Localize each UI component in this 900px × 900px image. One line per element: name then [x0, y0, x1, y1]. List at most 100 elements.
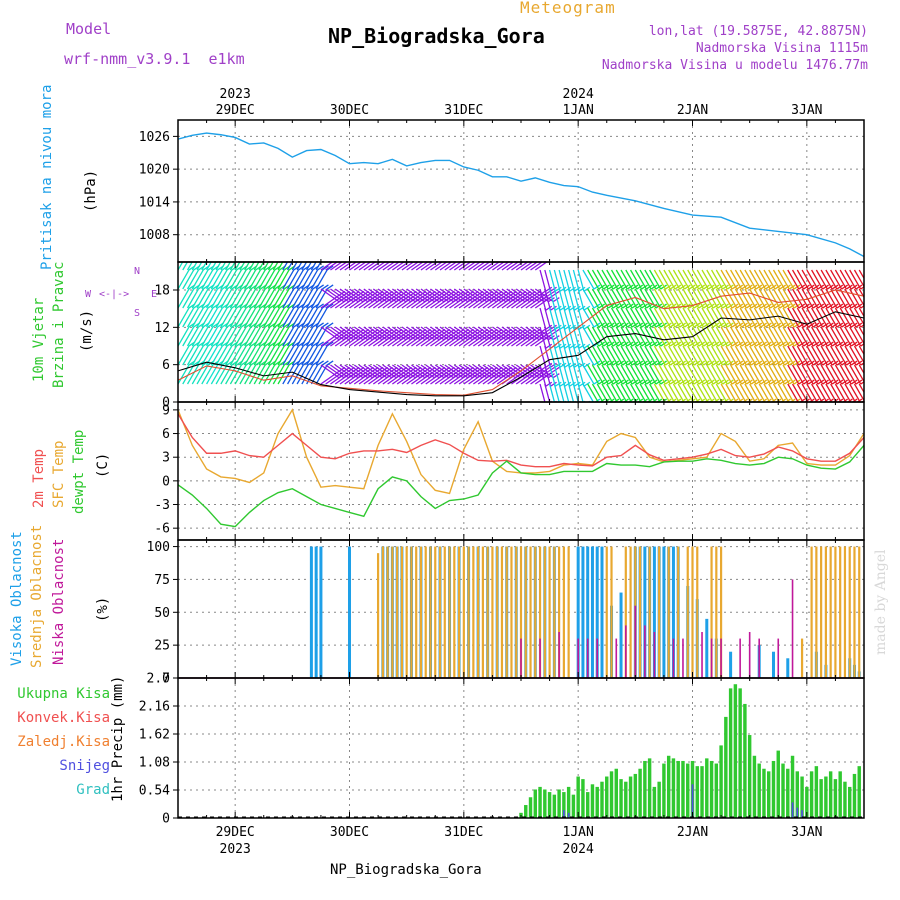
wind-barb [548, 364, 556, 387]
wind-barb [587, 345, 600, 366]
wind-barb [825, 307, 838, 328]
wind-barb [306, 307, 319, 328]
wind-barb [677, 326, 690, 347]
wind-barb [258, 262, 265, 271]
wind-barb [315, 307, 328, 328]
wind-barb [658, 269, 671, 290]
wind-barb [849, 383, 861, 402]
cloud-bar-1 [543, 546, 546, 678]
precip-bar [590, 784, 595, 818]
wind-barb [606, 345, 619, 366]
wind-barb [406, 262, 420, 271]
wind-barb [244, 364, 257, 385]
wind-barb [834, 326, 847, 347]
wind-barb [425, 288, 445, 303]
wind-barb [649, 307, 662, 328]
cloud-bar-1 [562, 546, 565, 678]
snow-bar [796, 807, 799, 818]
wind-barb [706, 383, 718, 402]
wind-barb [501, 288, 521, 303]
wind-barb [472, 364, 492, 379]
cloud-bar-1 [381, 546, 384, 678]
bottom-day-label: 31DEC [444, 825, 483, 840]
cloud-bar-1 [843, 546, 847, 678]
wind-barb [672, 269, 686, 290]
wind-barb [811, 326, 824, 347]
ytick-label: 25 [154, 639, 170, 654]
wind-barb [387, 288, 407, 303]
wind-barb [258, 307, 271, 328]
wind-barb [282, 262, 289, 271]
wind-barb [644, 345, 657, 366]
wind-barb [820, 345, 833, 366]
wind-barb [801, 326, 814, 347]
wind-barb-flag [548, 328, 555, 334]
cloud-bar-0 [771, 651, 775, 678]
wind-barb-flag [317, 284, 324, 290]
wind-barb [453, 288, 473, 303]
wind-barb [239, 326, 252, 347]
wind-barb [811, 269, 824, 290]
wind-barb [777, 269, 790, 290]
wind-barb [439, 364, 459, 379]
wind-barb [496, 326, 516, 341]
cloud-bar-1 [824, 546, 827, 678]
wind-barb [392, 294, 411, 309]
wind-barb [558, 364, 566, 387]
wind-barb [553, 307, 561, 330]
wind-barb [530, 288, 549, 303]
bottom-year-label: 2023 [220, 842, 251, 857]
wind-barb [849, 269, 862, 290]
precip-bar [614, 768, 618, 818]
wind-barb [591, 364, 605, 385]
meteogram-label: Meteogram [520, 0, 616, 17]
wind-barb [830, 307, 843, 328]
wind-barb [458, 288, 478, 303]
wind-barb [801, 383, 814, 402]
wind-barb [849, 326, 862, 347]
cloud-bar-0 [581, 546, 585, 678]
wind-barb-flag [564, 286, 572, 292]
wind-barb [234, 269, 247, 290]
cloud-bar-1 [815, 546, 818, 678]
wind-barb [263, 345, 276, 366]
wind-barb [301, 364, 314, 385]
compass-south: S [134, 308, 141, 319]
precip-bar [747, 735, 752, 818]
wind-barb [239, 345, 252, 366]
wind-barb [715, 269, 728, 290]
wind-barb [763, 364, 776, 385]
wind-barb [630, 326, 643, 347]
wind-barb [811, 345, 824, 366]
wind-barb [296, 288, 309, 309]
wind-barb [267, 269, 281, 290]
ytick-label: 0 [162, 474, 170, 489]
precip-bar [533, 789, 538, 818]
wind-barb [420, 288, 440, 303]
wind-barb [625, 326, 638, 347]
wind-barb [644, 383, 657, 402]
precip-bar [786, 768, 790, 818]
wind-barb [758, 326, 771, 347]
precip-bar [719, 745, 723, 818]
model-label: Model [66, 20, 112, 38]
wind-barb [363, 326, 383, 341]
wind-barb [758, 345, 771, 366]
wind-barb [606, 383, 618, 402]
wind-barb-flag [545, 381, 553, 387]
cloud-bar-0 [576, 546, 580, 678]
wind-barb [368, 288, 387, 303]
wind-barb [320, 288, 340, 303]
wind-barb [253, 262, 260, 271]
wind-barb-flag [569, 324, 576, 330]
wind-barb [753, 345, 766, 366]
wind-barb [296, 262, 303, 271]
wind-barb [220, 364, 233, 385]
panel-bg-2 [178, 402, 864, 540]
compass-west: W [85, 289, 92, 300]
cloud-bar-1 [410, 546, 413, 678]
wind-barb [301, 269, 314, 290]
chart-title: NP_Biogradska_Gora [328, 24, 545, 48]
wind-barb [382, 332, 402, 347]
cloud-bar-0 [643, 546, 647, 678]
